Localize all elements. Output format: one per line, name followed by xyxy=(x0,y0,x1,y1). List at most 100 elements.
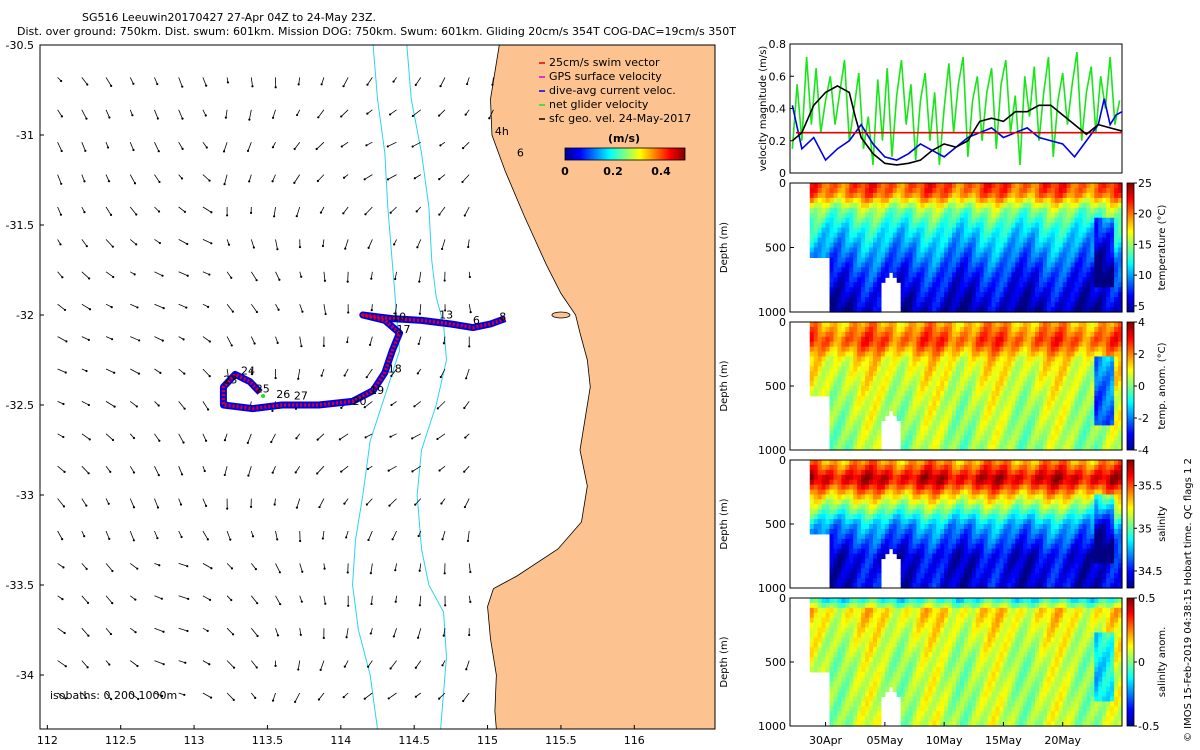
section-cell xyxy=(900,272,906,278)
section-cell xyxy=(857,267,862,273)
sfc-velocity-arrow xyxy=(299,336,303,348)
section-cell xyxy=(979,341,985,348)
section-cell xyxy=(908,376,914,382)
sfc-velocity-arrow-head xyxy=(316,472,319,475)
sfc-velocity-arrow xyxy=(320,77,325,86)
section-cell xyxy=(1070,197,1076,204)
section-cell xyxy=(1042,192,1048,199)
section-cell xyxy=(1066,415,1072,422)
section-cell xyxy=(952,445,957,451)
section-cell xyxy=(932,277,937,283)
section-cell xyxy=(916,302,922,308)
section-cell xyxy=(999,183,1005,189)
section-cell xyxy=(1039,212,1044,219)
section-cell xyxy=(1054,322,1060,328)
sfc-velocity-arrow-shaft xyxy=(296,206,301,217)
section-cell xyxy=(876,257,882,263)
section-cell xyxy=(896,257,902,263)
section-cell xyxy=(975,395,981,402)
section-cell xyxy=(825,187,831,194)
section-cell xyxy=(876,262,882,268)
section-cell xyxy=(956,346,961,353)
section-cell xyxy=(817,222,823,229)
section-cell xyxy=(1078,351,1084,358)
section-cell xyxy=(861,371,866,377)
section-cell xyxy=(841,390,846,397)
section-cell xyxy=(959,341,965,348)
sfc-velocity-arrow xyxy=(250,303,258,314)
section-cell xyxy=(849,425,854,431)
section-cell xyxy=(936,430,941,436)
sfc-velocity-arrow xyxy=(390,368,397,378)
section-cell xyxy=(869,237,874,244)
section-cell xyxy=(892,410,898,417)
sfc-velocity-arrow xyxy=(178,239,189,246)
section-cell xyxy=(908,222,914,229)
section-cell xyxy=(995,336,1001,343)
sfc-velocity-arrow xyxy=(129,174,137,185)
section-cell xyxy=(1086,376,1091,382)
section-cell xyxy=(1070,440,1076,446)
section-cell xyxy=(995,386,1001,392)
section-cell xyxy=(983,381,989,387)
section-cell xyxy=(952,331,957,338)
section-cell xyxy=(1074,292,1080,298)
section-cell xyxy=(1106,292,1111,298)
sfc-velocity-arrow-head xyxy=(388,113,392,116)
sfc-velocity-arrow xyxy=(275,304,280,311)
sfc-velocity-arrow-head xyxy=(203,469,206,473)
section-cell xyxy=(1007,410,1012,417)
section-cell xyxy=(979,287,985,293)
section-cell xyxy=(1019,371,1024,377)
section-cell xyxy=(1007,272,1012,278)
section-cell xyxy=(928,307,933,313)
sfc-velocity-arrow-head xyxy=(324,602,327,605)
section-cell xyxy=(845,277,850,283)
section-cell xyxy=(1090,445,1095,451)
section-cell xyxy=(849,381,854,387)
sfc-velocity-arrow-head xyxy=(294,700,297,703)
section-cell xyxy=(1007,282,1012,288)
track-label: 27 xyxy=(294,390,308,403)
sfc-velocity-arrow-head xyxy=(440,502,443,505)
section-cell xyxy=(880,197,886,204)
section-cell xyxy=(1070,356,1076,362)
section-cell xyxy=(940,395,945,402)
section-cell xyxy=(861,247,866,254)
section-cell xyxy=(1011,292,1016,298)
section-cell xyxy=(1090,232,1095,239)
section-cell xyxy=(940,217,945,224)
section-cell xyxy=(876,351,882,358)
section-cell xyxy=(920,386,925,392)
section-cell xyxy=(967,202,973,209)
section-cell xyxy=(975,277,981,283)
sfc-velocity-arrow-head xyxy=(274,376,277,380)
section-cell xyxy=(1035,336,1040,343)
section-cell xyxy=(873,366,878,372)
section-cell xyxy=(1007,381,1012,387)
sfc-velocity-arrow xyxy=(81,692,88,699)
section-cell xyxy=(999,341,1005,348)
section-cell xyxy=(952,415,957,422)
sfc-velocity-arrow-head xyxy=(276,248,279,251)
section-cell xyxy=(952,192,957,199)
section-cell xyxy=(956,445,961,451)
sfc-velocity-arrow xyxy=(297,660,301,671)
section-cell xyxy=(1042,252,1048,259)
sfc-velocity-arrow xyxy=(273,498,276,506)
section-cell xyxy=(928,341,933,348)
section-cell xyxy=(900,322,906,328)
section-cell xyxy=(948,297,953,303)
section-cell xyxy=(1074,257,1080,263)
section-cell xyxy=(1074,322,1080,328)
section-cell xyxy=(920,292,925,298)
section-cell xyxy=(1035,247,1040,254)
section-cell xyxy=(896,272,902,278)
section-cell xyxy=(880,361,886,367)
section-cell xyxy=(1050,302,1056,308)
section-cell xyxy=(833,302,839,308)
section-cell xyxy=(1054,386,1060,392)
section-cell xyxy=(991,376,997,382)
sfc-velocity-arrow xyxy=(299,628,302,636)
section-cell xyxy=(991,282,997,288)
